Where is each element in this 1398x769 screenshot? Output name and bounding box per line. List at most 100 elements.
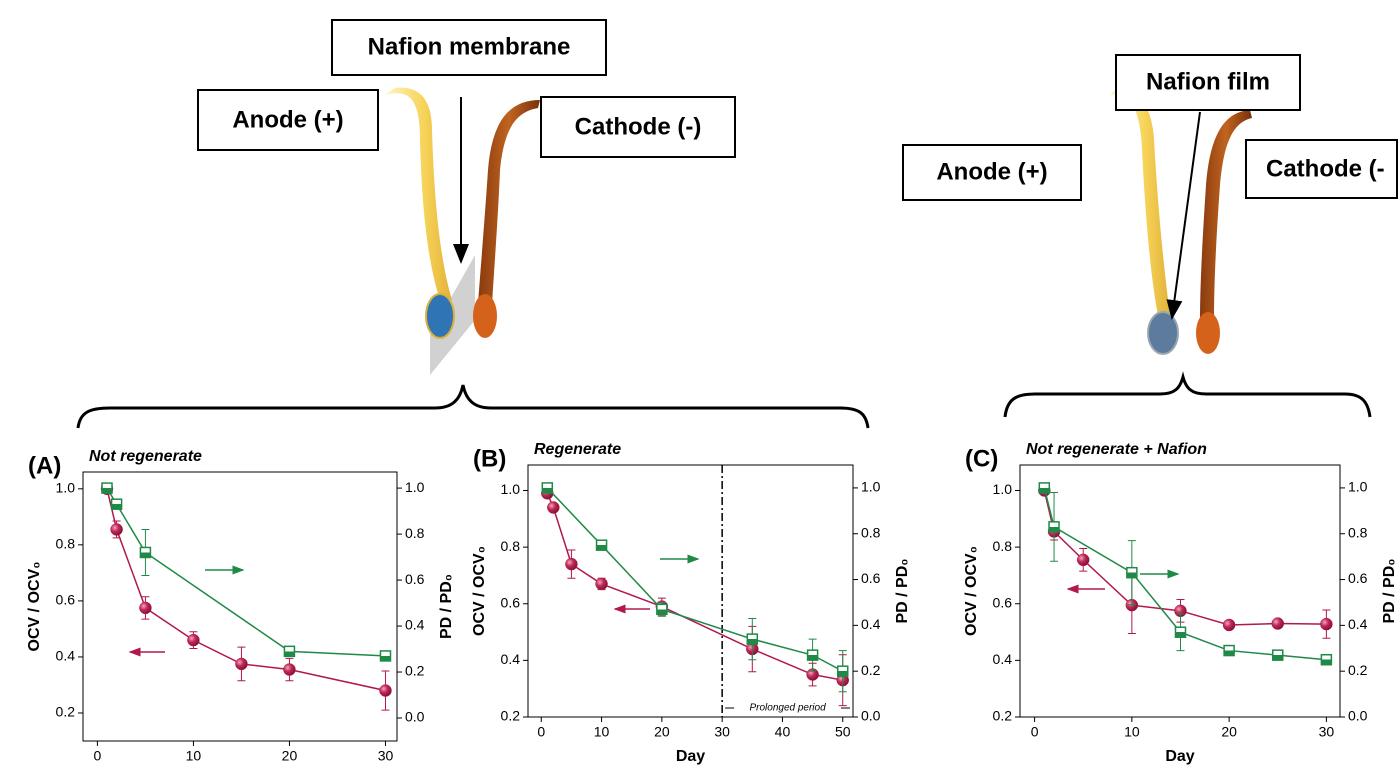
x-tick-label: 10 [186, 748, 202, 764]
x-tick-label: 20 [1221, 724, 1237, 740]
anode-label: Anode (+) [232, 106, 343, 133]
y2-tick-label: 0.6 [405, 571, 425, 587]
y2-tick-label: 0.4 [405, 617, 425, 633]
series-line [106, 487, 386, 657]
arrow [1166, 111, 1201, 320]
y2-tick-label: 1.0 [861, 479, 881, 495]
y-tick-label: 0.2 [993, 708, 1013, 724]
data-point [101, 482, 113, 494]
cathode-disk [1196, 312, 1220, 354]
y-axis-label: OCV / OCV₀ [26, 562, 43, 652]
y-tick-label: 0.6 [501, 594, 521, 610]
label-box [331, 19, 607, 76]
x-tick-label: 40 [775, 724, 791, 740]
y-tick-label: 0.8 [56, 536, 76, 552]
data-point [110, 498, 123, 510]
y-tick-label: 0.6 [56, 592, 76, 608]
data-point [1174, 626, 1187, 638]
diagram-left: Nafion membrane Anode (+) Cathode (-) [76, 19, 870, 429]
x-tick-label: 10 [1124, 724, 1140, 740]
anode-disk [425, 293, 455, 339]
brace [1003, 371, 1372, 418]
membrane-label: Nafion film [1146, 68, 1270, 95]
y-tick-label: 0.8 [993, 538, 1013, 554]
y2-tick-label: 0.8 [1348, 524, 1368, 540]
x-axis-label: Day [676, 748, 705, 765]
diagram-right: Nafion film Anode (+) Cathode (- [902, 54, 1398, 418]
x-tick-label: 10 [594, 724, 610, 740]
label-box [1115, 54, 1301, 111]
data-point [379, 650, 392, 662]
y2-tick-label: 0.0 [405, 709, 425, 725]
plot-frame [1019, 464, 1341, 718]
y2-tick-label: 0.2 [405, 663, 425, 679]
label-box [540, 96, 736, 158]
cathode-label: Cathode (- [1266, 155, 1385, 182]
x-tick-label: 0 [94, 748, 102, 764]
data-point [1222, 618, 1236, 632]
data-point [1223, 644, 1235, 657]
series-line [546, 493, 843, 681]
data-point [1320, 617, 1333, 631]
anode-strip [1110, 89, 1170, 315]
cathode-disk [473, 294, 497, 338]
y-axis-label: OCV / OCV₀ [471, 546, 488, 636]
x-tick-label: 30 [714, 724, 730, 740]
data-point [1126, 566, 1138, 579]
y2-tick-label: 1.0 [405, 479, 425, 495]
cathode-label: Cathode (-) [575, 113, 702, 140]
y2-tick-label: 0.8 [405, 525, 425, 541]
data-point [547, 501, 560, 514]
data-point [656, 603, 668, 616]
y2-tick-label: 0.0 [861, 708, 881, 724]
data-point [1271, 617, 1285, 630]
y2-tick-label: 0.2 [1348, 662, 1368, 678]
direction-arrows [128, 554, 1180, 657]
x-axis-label: Day [1165, 748, 1194, 765]
brace [76, 384, 870, 429]
data-point [139, 546, 152, 559]
data-point [283, 645, 296, 658]
chart: 0 10 20 30 0.2 0.4 0.6 0.8 1.0 0.0 0.2 0.4 0.6 0.8 1.0… [26, 448, 455, 764]
y-tick-label: 0.8 [501, 538, 521, 554]
y2-axis-label: PD / PD₀ [1381, 559, 1398, 624]
y-tick-label: 0.4 [993, 651, 1013, 667]
panel-label: (B) [473, 445, 506, 472]
data-point [595, 577, 608, 591]
y-axis-label: OCV / OCV₀ [963, 546, 980, 636]
data-point [1320, 653, 1333, 666]
cathode-strip [478, 100, 540, 305]
label-box [197, 89, 379, 151]
y2-axis-label: PD / PD₀ [438, 574, 455, 639]
data-point [187, 633, 200, 647]
x-tick-label: 20 [282, 748, 298, 764]
annotation: Prolonged period [749, 703, 826, 714]
anode-disk [1147, 311, 1179, 355]
anode-label: Anode (+) [936, 158, 1047, 185]
y-tick-label: 0.6 [993, 594, 1013, 610]
y2-tick-label: 1.0 [1348, 479, 1368, 495]
label-box [902, 144, 1082, 201]
cathode-strip [1200, 110, 1252, 320]
y-tick-label: 1.0 [501, 481, 521, 497]
y2-tick-label: 0.6 [861, 570, 881, 586]
x-tick-label: 30 [378, 748, 394, 764]
y-tick-label: 1.0 [56, 480, 76, 496]
y2-tick-label: 0.8 [861, 524, 881, 540]
data-point [746, 633, 759, 645]
plot-frame [527, 464, 854, 718]
data-point [836, 665, 849, 677]
y-tick-label: 0.4 [501, 651, 521, 667]
plot-frame [82, 471, 398, 742]
series-line [546, 487, 844, 672]
data-point [1076, 553, 1090, 567]
series-line [1043, 490, 1327, 626]
data-point [565, 557, 578, 571]
data-point [541, 482, 554, 494]
y2-axis-label: PD / PD₀ [894, 559, 911, 624]
y-tick-label: 0.2 [56, 704, 76, 720]
data-point [110, 523, 123, 536]
y-tick-label: 0.2 [501, 708, 521, 724]
